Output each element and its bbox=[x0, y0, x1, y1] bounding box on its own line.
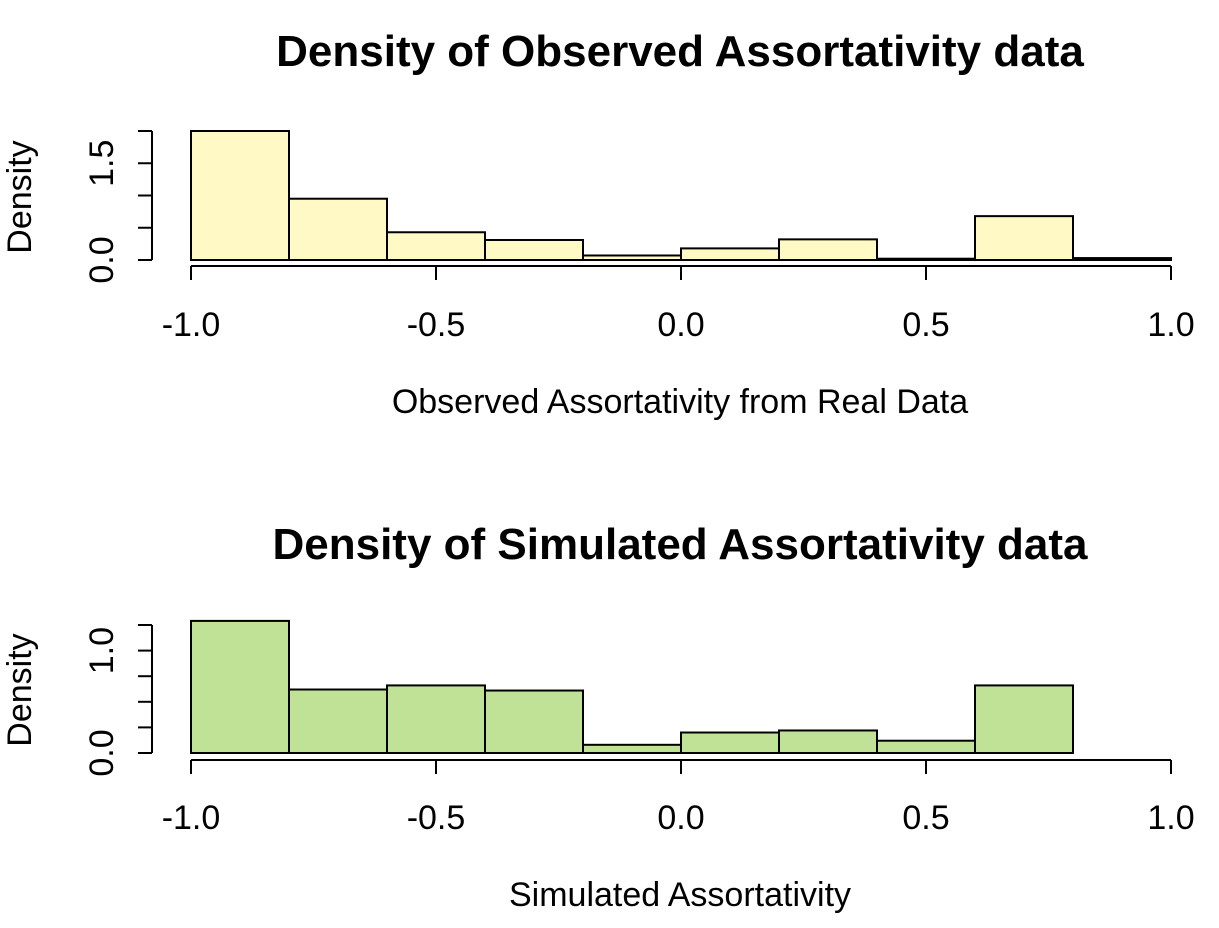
x-tick-label: 1.0 bbox=[1147, 306, 1194, 344]
histogram-bar bbox=[386, 231, 486, 261]
y-axis-label: Density bbox=[1, 633, 39, 746]
x-axis: -1.0 -0.5 0.0 0.5 1.0 bbox=[162, 265, 1195, 344]
histogram-bar bbox=[288, 197, 388, 262]
histogram-bar bbox=[190, 619, 290, 754]
histogram-bar bbox=[386, 684, 486, 755]
chart-title: Density of Observed Assortativity data bbox=[276, 27, 1084, 76]
x-axis-label: Simulated Assortativity bbox=[509, 876, 851, 914]
histogram-bar bbox=[778, 729, 878, 754]
x-tick-label: 0.0 bbox=[657, 306, 704, 344]
bars bbox=[190, 619, 1074, 755]
x-tick-label: 1.0 bbox=[1147, 799, 1194, 837]
histogram-bar bbox=[484, 239, 584, 262]
y-axis-label: Density bbox=[1, 140, 39, 253]
histogram-bar bbox=[974, 684, 1074, 755]
x-axis: -1.0 -0.5 0.0 0.5 1.0 bbox=[162, 759, 1195, 837]
y-tick-label: 0.0 bbox=[83, 729, 121, 776]
y-axis: 0.0 1.0 bbox=[83, 624, 153, 777]
histogram-bar bbox=[582, 743, 682, 754]
y-tick-label: 0.0 bbox=[83, 236, 121, 283]
panel-observed: Density of Observed Assortativity data O… bbox=[1, 27, 1195, 421]
histogram-bar bbox=[288, 688, 388, 755]
histogram-bar bbox=[876, 739, 976, 754]
y-tick-label: 1.5 bbox=[83, 140, 121, 187]
histogram-bar bbox=[680, 247, 780, 261]
y-axis: 0.0 1.5 bbox=[83, 130, 153, 284]
histogram-bar bbox=[680, 731, 780, 755]
y-tick-label: 1.0 bbox=[83, 627, 121, 674]
x-tick-label: -1.0 bbox=[162, 306, 221, 344]
x-axis-label: Observed Assortativity from Real Data bbox=[392, 383, 968, 421]
x-tick-label: -1.0 bbox=[162, 799, 221, 837]
x-tick-label: 0.5 bbox=[902, 799, 949, 837]
x-tick-label: -0.5 bbox=[407, 799, 466, 837]
histogram-bar bbox=[778, 238, 878, 261]
histogram-bar bbox=[1072, 257, 1172, 262]
histogram-bar bbox=[484, 689, 584, 755]
x-tick-label: -0.5 bbox=[407, 306, 466, 344]
panel-simulated: Density of Simulated Assortativity data … bbox=[1, 520, 1195, 914]
histogram-bar bbox=[190, 130, 290, 261]
chart-title: Density of Simulated Assortativity data bbox=[272, 520, 1088, 569]
histogram-bar bbox=[876, 257, 976, 261]
histogram-bar bbox=[974, 215, 1074, 261]
x-tick-label: 0.0 bbox=[657, 799, 704, 837]
x-tick-label: 0.5 bbox=[902, 306, 949, 344]
bars bbox=[190, 130, 1172, 262]
histogram-bar bbox=[582, 254, 682, 262]
